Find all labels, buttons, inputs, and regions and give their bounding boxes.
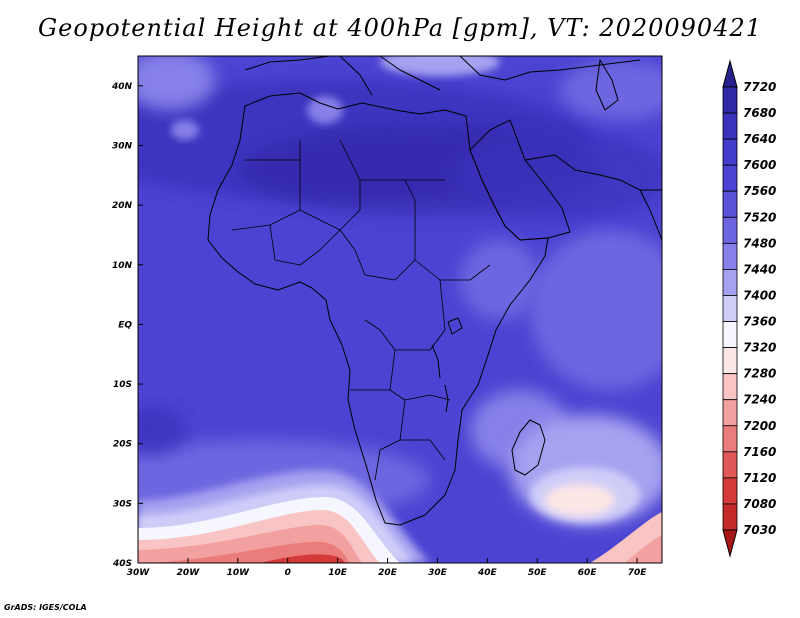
field-patch-med <box>307 96 343 124</box>
height-field <box>138 56 662 563</box>
field-patch-se-white <box>545 484 615 516</box>
field-patch-horn <box>460 240 540 320</box>
x-tick-label: 20W <box>177 568 201 578</box>
colorbar-level-label: 7600 <box>743 158 776 172</box>
colorbar-level-label: 7240 <box>743 393 776 407</box>
x-tick-label: 10E <box>328 568 348 578</box>
colorbar-swatch <box>722 425 738 453</box>
field-patch-n <box>380 56 500 76</box>
colorbar-level-label: 7360 <box>743 315 776 329</box>
y-tick-label: 40N <box>111 82 133 92</box>
plot-frame <box>137 55 663 564</box>
colorbar-swatch <box>722 347 738 375</box>
x-tick-label: 50E <box>528 568 548 578</box>
colorbar-level-label: 7080 <box>743 497 776 511</box>
y-tick-label: 10N <box>112 261 133 271</box>
coastlines <box>207 56 662 526</box>
madagascar-coastline <box>511 419 546 476</box>
colorbar-level-label: 7520 <box>743 210 776 224</box>
colorbar-level-label: 7400 <box>743 288 776 302</box>
x-tick-label: 60E <box>578 568 598 578</box>
field-patch-indian <box>530 230 662 390</box>
colorbar: 7720 7680 7640 7600 7560 7520 7480 7440 7400 7360… <box>722 59 776 558</box>
colorbar-swatch <box>722 138 738 166</box>
y-tick-label: 40S <box>112 559 132 569</box>
colorbar-level-label: 7680 <box>743 106 776 120</box>
field-trough-7 <box>260 554 345 563</box>
india-coastline <box>639 189 662 241</box>
africa-coastline <box>207 92 549 526</box>
x-tick-label: 40E <box>477 568 498 578</box>
colorbar-level-label: 7720 <box>743 80 776 94</box>
colorbar-swatch <box>722 86 738 114</box>
map-title: Geopotential Height at 400hPa [gpm], VT:… <box>38 14 762 42</box>
colorbar-level-label: 7320 <box>743 341 776 355</box>
x-tick-label: 30W <box>127 568 151 578</box>
colorbar-swatch <box>722 399 738 427</box>
x-tick-label: 30E <box>428 568 448 578</box>
colorbar-swatch <box>722 477 738 505</box>
colorbar-swatch <box>722 190 738 218</box>
x-tick-label: 10W <box>227 568 251 578</box>
lake-malawi <box>444 384 449 413</box>
colorbar-swatch <box>722 503 738 531</box>
field-band-arabia <box>450 130 662 220</box>
colorbar-level-label: 7160 <box>743 445 776 459</box>
colorbar-swatch <box>722 242 738 270</box>
colorbar-swatch <box>722 451 738 479</box>
field-patch-sw <box>138 406 185 454</box>
country-borders <box>231 139 491 481</box>
grads-credit: GrADS: IGES/COLA <box>4 603 87 612</box>
colorbar-min-arrow <box>722 529 738 558</box>
colorbar-level-label: 7280 <box>743 367 776 381</box>
colorbar-level-label: 7480 <box>743 236 776 250</box>
colorbar-level-label: 7030 <box>743 523 776 537</box>
colorbar-swatch <box>722 269 738 296</box>
colorbar-swatch <box>722 216 738 244</box>
lake-victoria <box>447 317 463 335</box>
y-tick-label: 10S <box>113 380 132 390</box>
field-patch-nw <box>138 56 215 110</box>
colorbar-swatch <box>722 112 738 140</box>
field-patch-ne <box>560 60 662 120</box>
colorbar-swatch <box>722 373 738 401</box>
x-tick-label: 70E <box>628 568 648 578</box>
x-axis: 30W 20W 10W 0 10E 20E 30E 40E 50E 60E 70E <box>127 558 647 578</box>
x-tick-label: 20E <box>378 568 398 578</box>
map-plot-area: 30W 20W 10W 0 10E 20E 30E 40E 50E 60E 70E 40N 30N 20… <box>111 55 663 578</box>
y-tick-label: 20N <box>112 201 133 211</box>
y-tick-label: 30S <box>113 499 132 509</box>
colorbar-level-label: 7440 <box>743 262 776 276</box>
colorbar-swatch <box>722 164 738 192</box>
colorbar-swatch <box>722 321 738 348</box>
y-tick-label: 30N <box>112 141 133 151</box>
europe-coastline <box>244 56 641 96</box>
colorbar-swatch <box>722 295 738 322</box>
lake-tanganyika <box>431 344 441 379</box>
y-tick-label: 20S <box>113 440 132 450</box>
y-tick-label: EQ <box>118 320 132 330</box>
x-tick-label: 0 <box>285 568 291 578</box>
caspian-coastline <box>595 59 619 111</box>
colorbar-max-arrow <box>722 59 738 88</box>
field-se-corner-2 <box>625 535 662 563</box>
colorbar-level-label: 7640 <box>743 132 776 146</box>
arabia-coastline <box>469 119 571 241</box>
field-patch-w <box>171 120 199 140</box>
colorbar-level-label: 7560 <box>743 184 776 198</box>
colorbar-level-label: 7200 <box>743 419 776 433</box>
y-axis: 40N 30N 20N 10N EQ 10S 20S 30S 40S <box>111 82 143 569</box>
colorbar-level-label: 7120 <box>743 471 776 485</box>
